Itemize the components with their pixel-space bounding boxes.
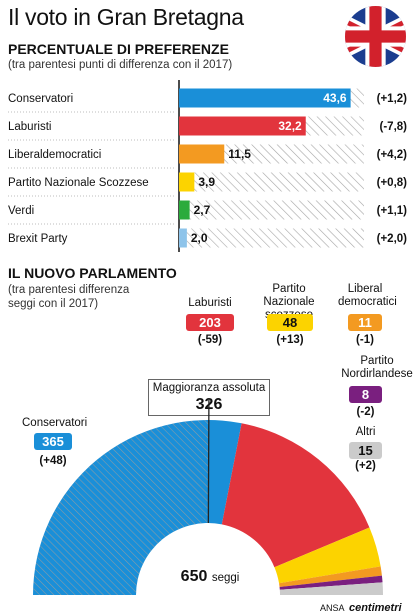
seat-diff-snp: (+13): [276, 334, 304, 346]
seat-diff-laburisti: (-59): [197, 334, 223, 346]
footer-centimetri: centimetri: [348, 602, 402, 614]
seat-diff-altri: (+2): [355, 460, 376, 472]
section-subheading-preferenze: (tra parentesi punti di differenza con i…: [8, 59, 233, 71]
footer-ansa: ANSA: [320, 603, 345, 613]
party-label-laburisti: Laburisti: [188, 297, 232, 309]
seat-box-libdem: 11: [348, 314, 382, 331]
bar-background: [179, 228, 364, 248]
bar-label: Conservatori: [8, 93, 73, 105]
section-heading-parlamento: IL NUOVO PARLAMENTO: [8, 265, 177, 281]
bar-value-label: 2,0: [191, 231, 208, 245]
party-label-conservatori: Conservatori: [22, 417, 88, 429]
bar-verdi: [179, 200, 190, 220]
preferences-bar-chart: Conservatori 43,6 (+1,2) Laburisti 32,2 (-7,8…: [0, 80, 416, 260]
uk-flag-icon: [345, 6, 406, 67]
bar-value-label: 32,2: [278, 119, 302, 133]
section-subheading-line1: (tra parentesi differenza: [8, 284, 130, 296]
total-seats-value: 650: [180, 568, 208, 585]
page-title: Il voto in Gran Bretagna: [8, 4, 244, 30]
party-label-altri: Altri: [355, 426, 376, 438]
bar-difference-label: (+4,2): [377, 149, 408, 161]
bar-difference-label: (+0,8): [377, 177, 408, 189]
seat-diff-conservatori: (+48): [39, 455, 67, 467]
bar-label: Liberaldemocratici: [8, 149, 101, 161]
majority-marker-line: [207, 400, 210, 524]
bar-difference-label: (+1,2): [377, 93, 408, 105]
seat-box-altri: 15: [349, 442, 382, 459]
seat-sector-partito-nazionale-scozzese: [274, 527, 381, 584]
total-seats: 650 seggi: [170, 568, 250, 586]
section-heading-preferenze: PERCENTUALE DI PREFERENZE: [8, 41, 229, 57]
bar-difference-label: (+1,1): [377, 205, 408, 217]
majority-label: Maggioranza assoluta: [152, 382, 266, 394]
bar-value-label: 43,6: [323, 91, 347, 105]
total-seats-suffix: seggi: [211, 572, 240, 584]
seat-sector-partito-nordirlandese: [279, 575, 383, 590]
seat-box-conservatori: 365: [34, 433, 72, 450]
parliament-semicircle: [33, 400, 383, 595]
seat-box-laburisti: 203: [186, 314, 234, 331]
bar-difference-label: (+2,0): [377, 233, 408, 245]
bar-brexit-party: [179, 228, 187, 248]
party-label-nordirlandese: Partito Nordirlandese: [341, 355, 413, 380]
bar-value-label: 3,9: [198, 175, 215, 189]
bar-background: [179, 172, 364, 192]
bar-label: Brexit Party: [8, 233, 68, 245]
bar-difference-label: (-7,8): [380, 121, 408, 133]
bar-label: Laburisti: [8, 121, 51, 133]
majority-hatch-overlay: [33, 420, 209, 595]
seat-diff-nordirlandese: (-2): [356, 406, 375, 418]
bar-conservatori: [179, 88, 351, 108]
footer-brand: ANSA centimetri: [320, 598, 402, 616]
seat-box-snp: 48: [267, 314, 313, 331]
bar-background: [179, 200, 364, 220]
party-label-libdem: Liberal democratici: [338, 283, 397, 308]
seat-box-nordirlandese: 8: [349, 386, 382, 403]
seat-sector-laburisti: [221, 423, 370, 568]
seat-sector-liberal-democratici: [279, 566, 382, 588]
bar-value-label: 2,7: [194, 203, 211, 217]
bar-liberaldemocratici: [179, 144, 225, 164]
seat-diff-libdem: (-1): [356, 334, 374, 346]
bar-chart-svg: Conservatori 43,6 (+1,2) Laburisti 32,2 (-7,8…: [8, 80, 408, 252]
bar-background: [179, 144, 364, 164]
bar-label: Partito Nazionale Scozzese: [8, 177, 149, 189]
bar-value-label: 11,5: [228, 147, 251, 161]
seat-sector-altri: [279, 582, 383, 595]
bar-laburisti: [179, 116, 306, 136]
bar-label: Verdi: [8, 205, 34, 217]
section-subheading-line2: seggi con il 2017): [8, 298, 99, 310]
bar-partito-nazionale-scozzese: [179, 172, 195, 192]
